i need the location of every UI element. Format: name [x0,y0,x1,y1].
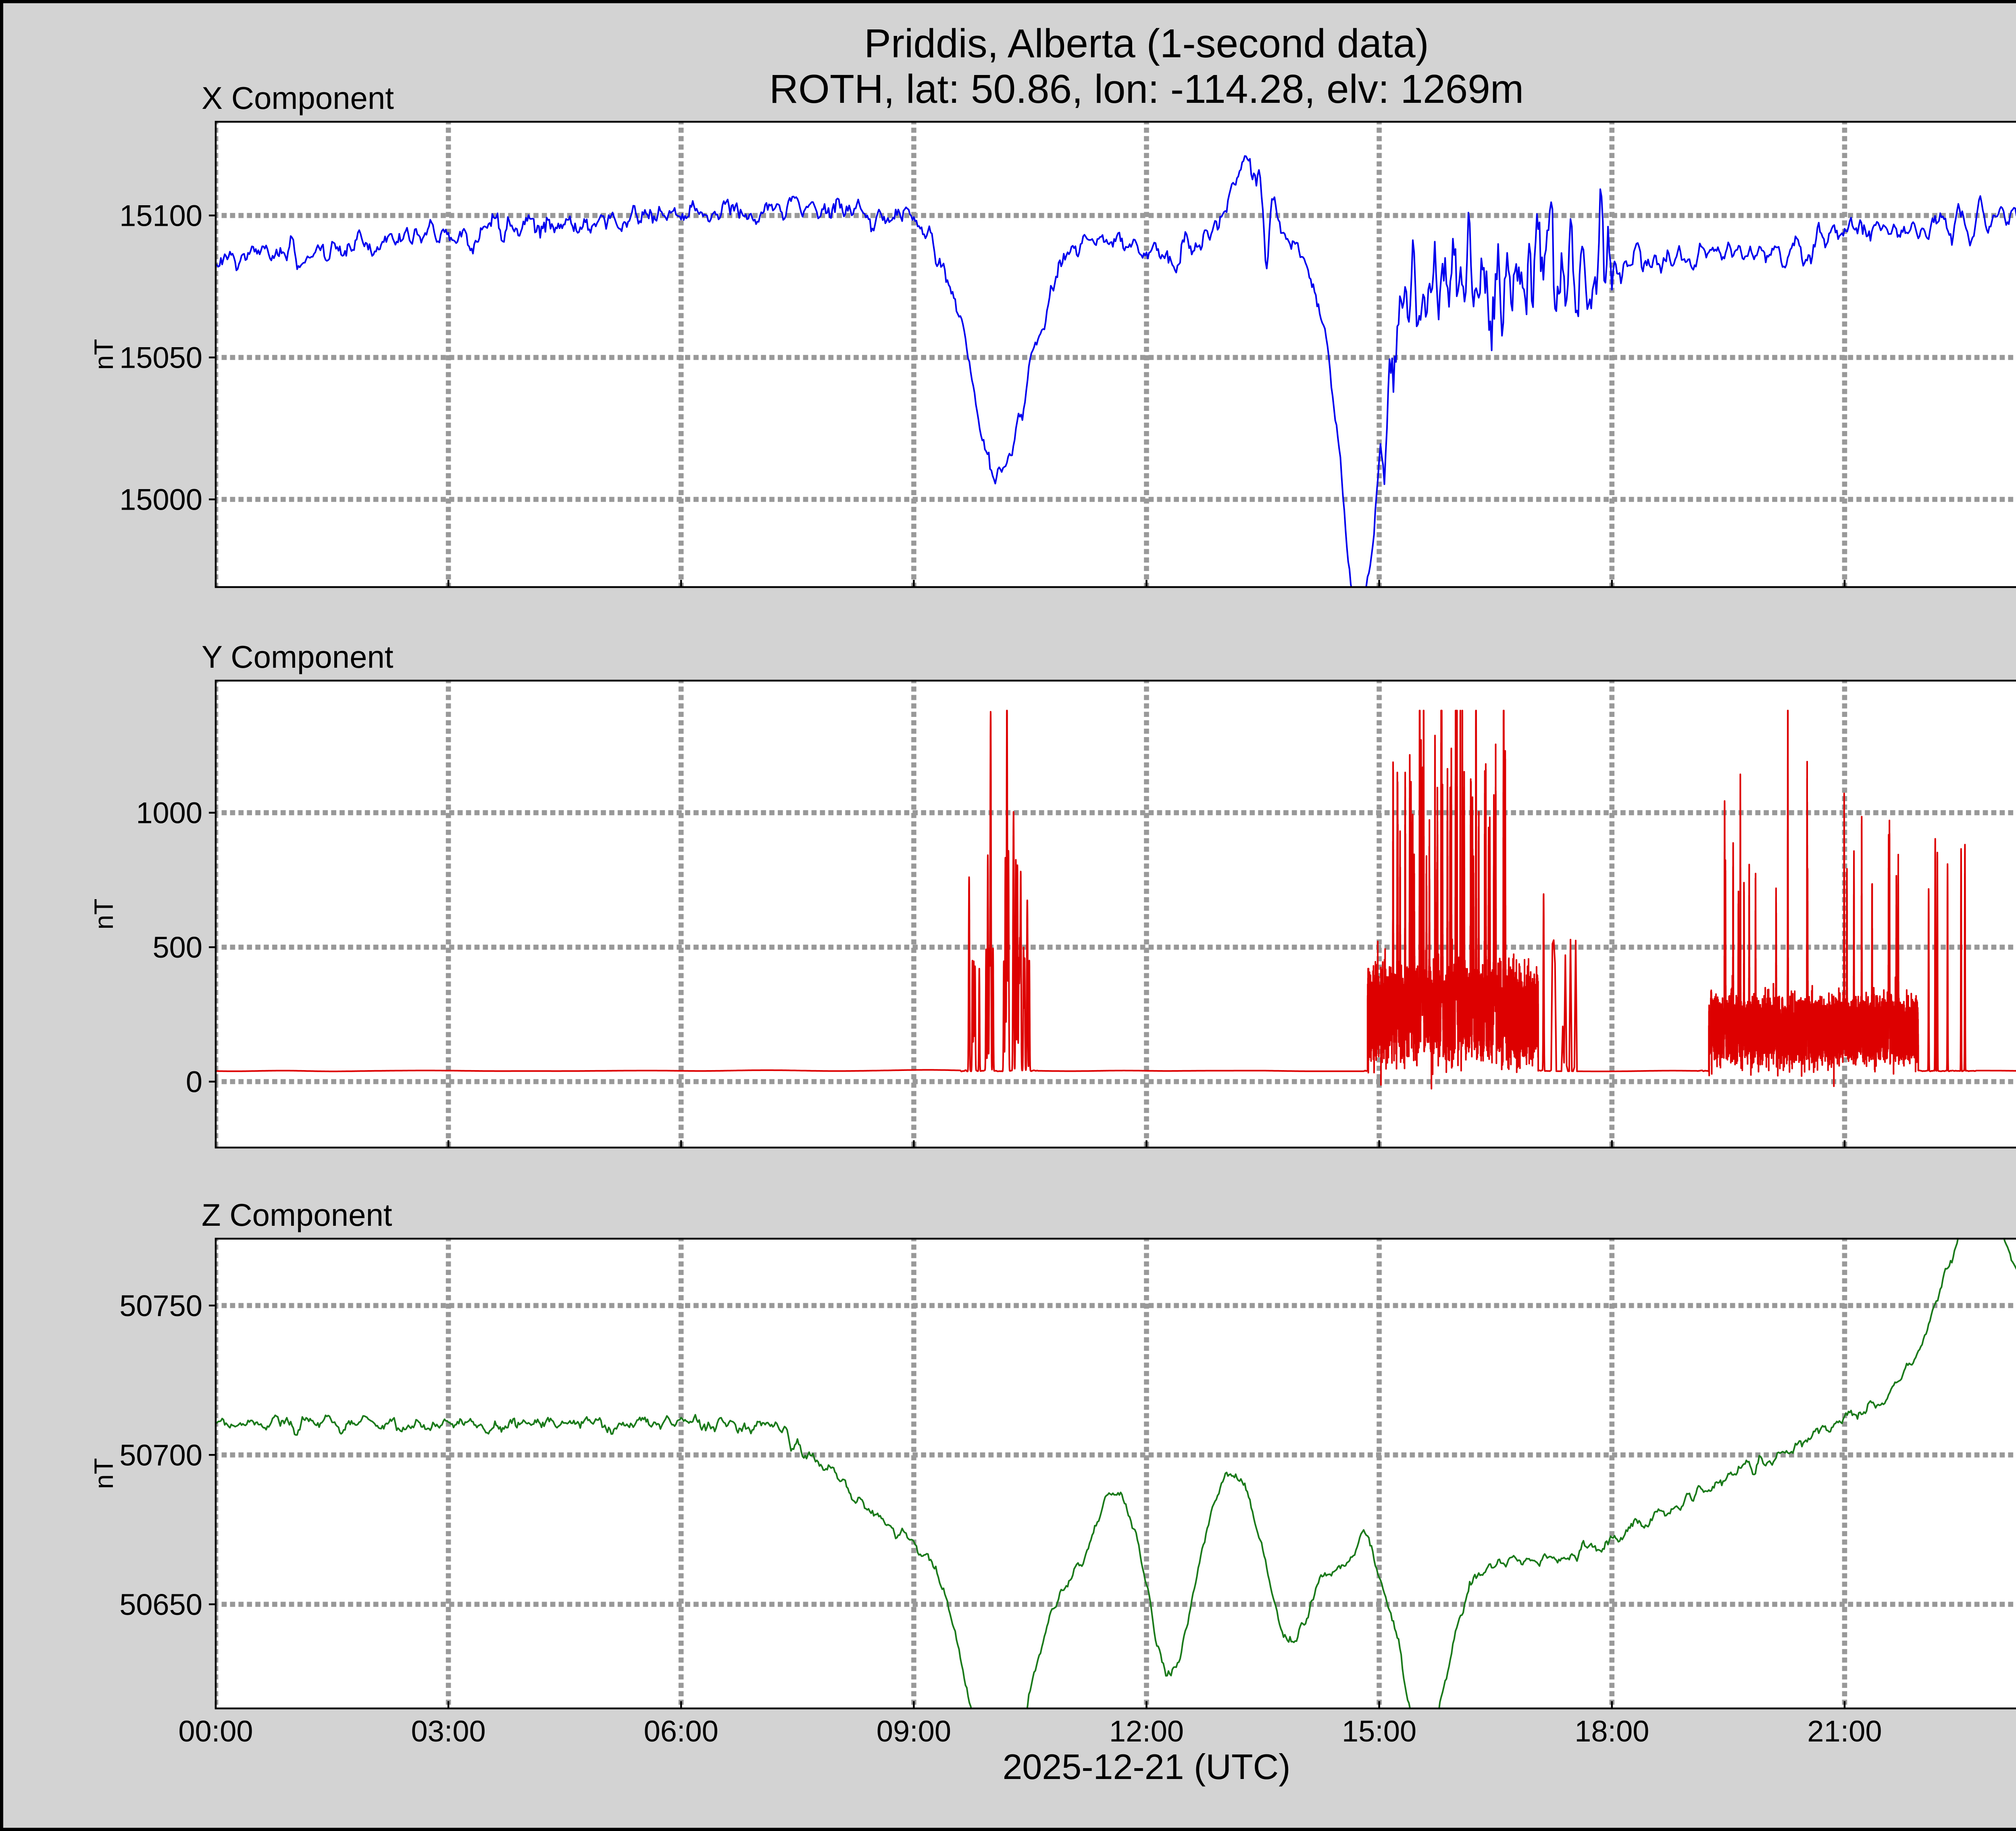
svg-text:15:00: 15:00 [1342,1714,1416,1748]
svg-text:12:00: 12:00 [1109,1714,1184,1748]
svg-text:21:00: 21:00 [1807,1714,1882,1748]
svg-text:15100: 15100 [119,199,202,232]
svg-text:2025-12-21 (UTC): 2025-12-21 (UTC) [1002,1747,1290,1787]
svg-text:0: 0 [186,1065,202,1099]
svg-text:50750: 50750 [119,1289,202,1323]
svg-text:X Component: X Component [202,80,394,116]
svg-text:nT: nT [89,898,119,929]
svg-text:Z Component: Z Component [202,1197,392,1233]
svg-text:nT: nT [89,1458,119,1489]
svg-text:09:00: 09:00 [877,1714,951,1748]
svg-text:03:00: 03:00 [411,1714,486,1748]
svg-text:00:00: 00:00 [178,1714,253,1748]
svg-text:500: 500 [153,931,202,964]
svg-text:15000: 15000 [119,483,202,517]
svg-text:15050: 15050 [119,341,202,375]
svg-text:18:00: 18:00 [1574,1714,1649,1748]
svg-text:Priddis, Alberta (1-second dat: Priddis, Alberta (1-second data) [864,21,1429,66]
svg-text:nT: nT [89,339,119,370]
svg-text:06:00: 06:00 [644,1714,719,1748]
svg-text:Y Component: Y Component [202,639,394,675]
svg-text:ROTH, lat: 50.86, lon: -114.28: ROTH, lat: 50.86, lon: -114.28, elv: 126… [769,67,1524,112]
svg-text:50700: 50700 [119,1438,202,1472]
svg-text:1000: 1000 [136,796,202,830]
svg-text:50650: 50650 [119,1588,202,1621]
